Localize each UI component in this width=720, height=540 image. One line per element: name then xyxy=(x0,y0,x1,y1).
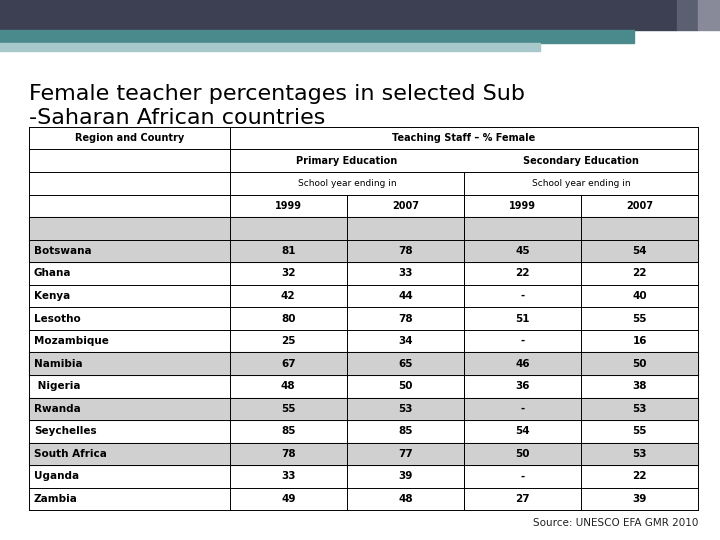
Text: 46: 46 xyxy=(516,359,530,369)
Text: Kenya: Kenya xyxy=(34,291,70,301)
Text: 45: 45 xyxy=(516,246,530,256)
Text: 67: 67 xyxy=(281,359,296,369)
Text: 49: 49 xyxy=(281,494,295,504)
Text: Nigeria: Nigeria xyxy=(34,381,81,391)
Text: 48: 48 xyxy=(398,494,413,504)
Text: 78: 78 xyxy=(398,314,413,323)
Text: -: - xyxy=(521,471,525,482)
Text: 55: 55 xyxy=(633,314,647,323)
Text: Source: UNESCO EFA GMR 2010: Source: UNESCO EFA GMR 2010 xyxy=(533,518,698,528)
Text: 2007: 2007 xyxy=(626,201,653,211)
Text: 33: 33 xyxy=(281,471,295,482)
Text: 1999: 1999 xyxy=(509,201,536,211)
Text: South Africa: South Africa xyxy=(34,449,107,459)
Text: School year ending in: School year ending in xyxy=(532,179,631,188)
Text: 55: 55 xyxy=(281,404,295,414)
Text: Female teacher percentages in selected Sub: Female teacher percentages in selected S… xyxy=(29,84,525,104)
Text: Seychelles: Seychelles xyxy=(34,427,96,436)
Text: 78: 78 xyxy=(281,449,296,459)
Text: 48: 48 xyxy=(281,381,296,391)
Text: 50: 50 xyxy=(398,381,413,391)
Text: 80: 80 xyxy=(281,314,295,323)
Text: 85: 85 xyxy=(398,427,413,436)
Text: 1999: 1999 xyxy=(275,201,302,211)
Text: 22: 22 xyxy=(633,268,647,279)
Text: -: - xyxy=(521,291,525,301)
Text: 53: 53 xyxy=(398,404,413,414)
Text: Zambia: Zambia xyxy=(34,494,78,504)
Text: 77: 77 xyxy=(398,449,413,459)
Text: 42: 42 xyxy=(281,291,296,301)
Text: 51: 51 xyxy=(516,314,530,323)
Text: 22: 22 xyxy=(516,268,530,279)
Text: 54: 54 xyxy=(516,427,530,436)
Text: 78: 78 xyxy=(398,246,413,256)
Text: School year ending in: School year ending in xyxy=(297,179,396,188)
Text: Uganda: Uganda xyxy=(34,471,79,482)
Text: Namibia: Namibia xyxy=(34,359,83,369)
Text: Ghana: Ghana xyxy=(34,268,71,279)
Text: 50: 50 xyxy=(633,359,647,369)
Text: 53: 53 xyxy=(633,449,647,459)
Text: 54: 54 xyxy=(632,246,647,256)
Text: 65: 65 xyxy=(398,359,413,369)
Text: 81: 81 xyxy=(281,246,295,256)
Text: 33: 33 xyxy=(398,268,413,279)
Text: Region and Country: Region and Country xyxy=(75,133,184,143)
Text: 55: 55 xyxy=(633,427,647,436)
Text: Teaching Staff – % Female: Teaching Staff – % Female xyxy=(392,133,536,143)
Text: 34: 34 xyxy=(398,336,413,346)
Text: 44: 44 xyxy=(398,291,413,301)
Text: 50: 50 xyxy=(516,449,530,459)
Text: 38: 38 xyxy=(633,381,647,391)
Text: 22: 22 xyxy=(633,471,647,482)
Text: 53: 53 xyxy=(633,404,647,414)
Text: Lesotho: Lesotho xyxy=(34,314,81,323)
Text: -: - xyxy=(521,336,525,346)
Text: 39: 39 xyxy=(398,471,413,482)
Text: 36: 36 xyxy=(516,381,530,391)
Text: Mozambique: Mozambique xyxy=(34,336,109,346)
Text: 2007: 2007 xyxy=(392,201,419,211)
Text: -: - xyxy=(521,404,525,414)
Text: 32: 32 xyxy=(281,268,295,279)
Text: 16: 16 xyxy=(633,336,647,346)
Text: Rwanda: Rwanda xyxy=(34,404,81,414)
Text: 40: 40 xyxy=(632,291,647,301)
Text: 39: 39 xyxy=(633,494,647,504)
Text: 25: 25 xyxy=(281,336,295,346)
Text: Botswana: Botswana xyxy=(34,246,91,256)
Text: Primary Education: Primary Education xyxy=(296,156,397,166)
Text: 27: 27 xyxy=(516,494,530,504)
Text: Secondary Education: Secondary Education xyxy=(523,156,639,166)
Text: -Saharan African countries: -Saharan African countries xyxy=(29,108,325,128)
Text: 85: 85 xyxy=(281,427,295,436)
